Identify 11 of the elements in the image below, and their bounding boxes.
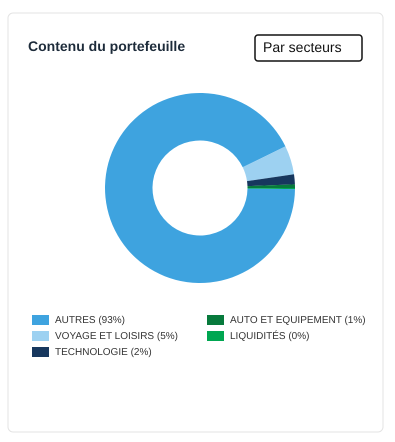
text: Par secteurs: [263, 39, 342, 55]
donut-slice: [247, 174, 295, 186]
legend-label: VOYAGE ET LOISIRS (5%): [55, 331, 178, 342]
legend-label: LIQUIDITÉS (0%): [230, 330, 310, 342]
legend-label: TECHNOLOGIE (2%): [55, 347, 152, 358]
donut-slice: [105, 93, 295, 283]
chart-title: Contenu du portefeuille: [28, 38, 186, 54]
legend-label: AUTRES (93%): [55, 315, 126, 326]
legend-label: AUTO ET EQUIPEMENT (1%): [230, 315, 366, 326]
donut-slice: [247, 184, 295, 188]
donut-slice: [242, 146, 294, 182]
